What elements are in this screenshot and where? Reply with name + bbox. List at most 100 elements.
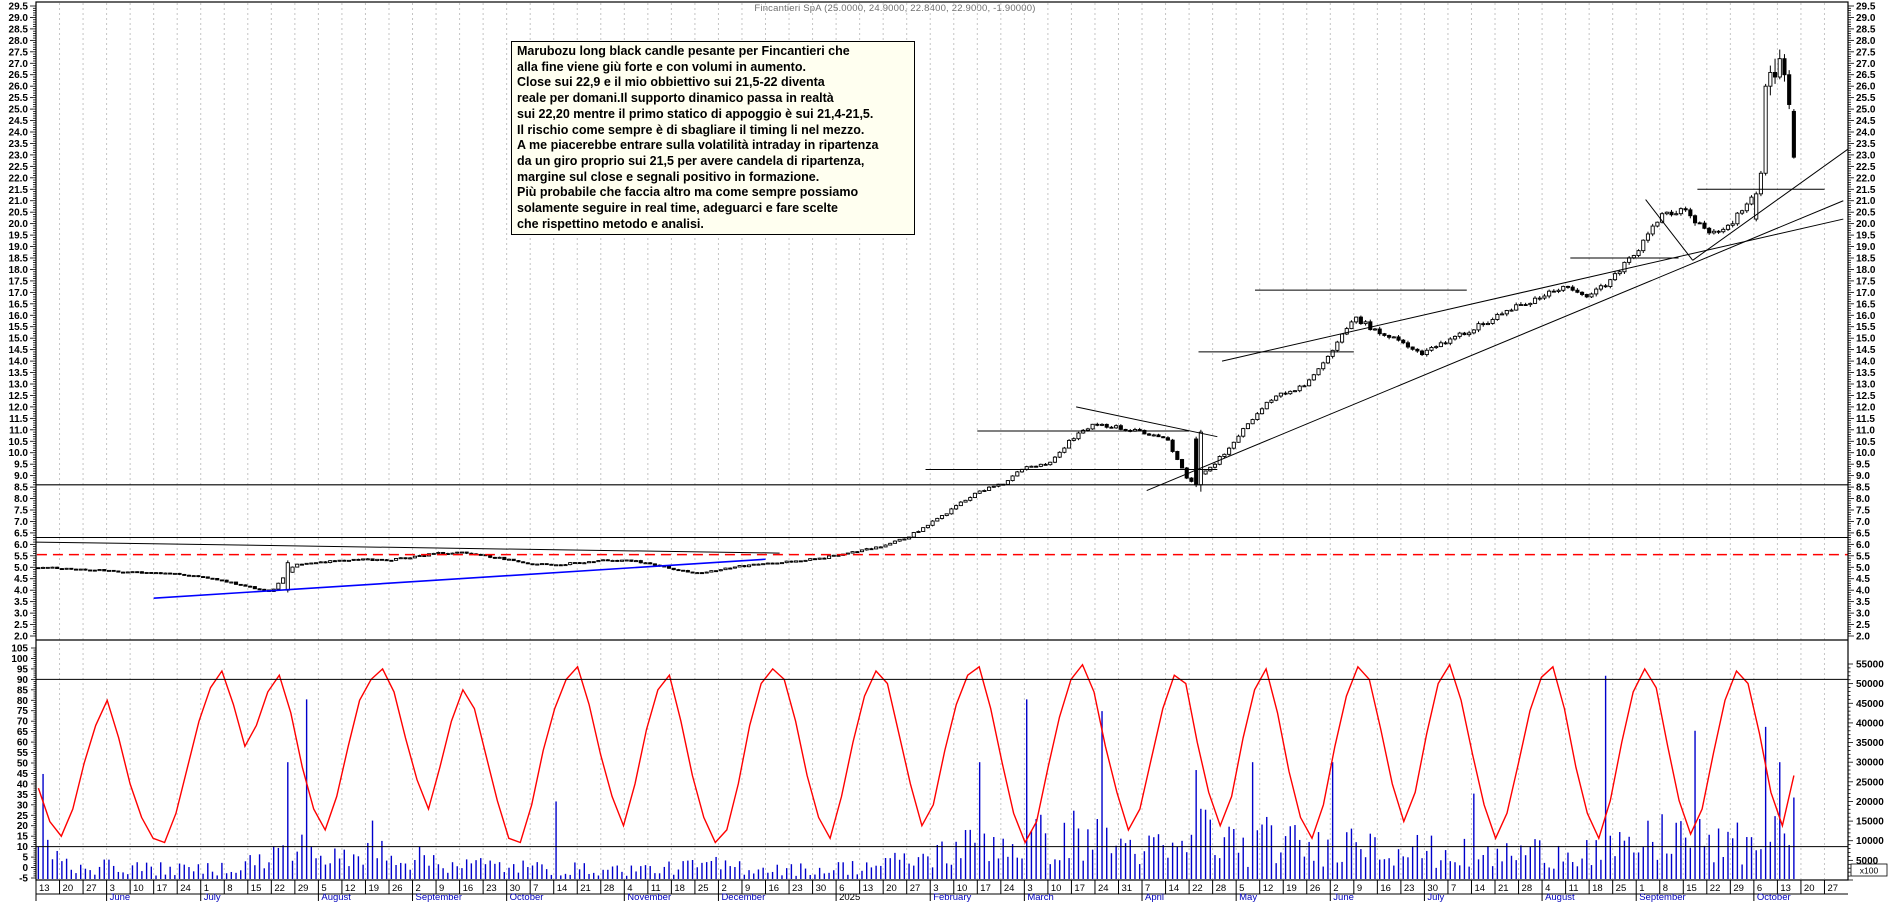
svg-text:30000: 30000: [1856, 758, 1884, 769]
svg-text:26.5: 26.5: [1856, 70, 1876, 81]
volume-series: [37, 675, 1795, 879]
svg-text:5.5: 5.5: [1856, 551, 1870, 562]
svg-text:9.5: 9.5: [1856, 460, 1870, 471]
svg-text:10.5: 10.5: [9, 437, 29, 448]
svg-text:20.5: 20.5: [9, 208, 29, 219]
svg-text:22.0: 22.0: [1856, 173, 1876, 184]
svg-text:27.5: 27.5: [1856, 47, 1876, 58]
svg-text:26.0: 26.0: [9, 82, 29, 93]
week-day-label: 28: [1216, 883, 1227, 894]
month-label: October: [510, 892, 544, 902]
week-day-label: 20: [1804, 883, 1815, 894]
week-day-label: 10: [1051, 883, 1062, 894]
svg-text:7.0: 7.0: [14, 517, 28, 528]
annotation-box: Marubozu long black candle pesante per F…: [511, 41, 915, 235]
week-day-label: 26: [1310, 883, 1321, 894]
svg-text:12.5: 12.5: [1856, 391, 1876, 402]
svg-text:21.0: 21.0: [1856, 196, 1876, 207]
svg-text:3.5: 3.5: [1856, 597, 1870, 608]
svg-text:5: 5: [22, 853, 28, 864]
week-day-label: 18: [674, 883, 685, 894]
svg-text:17.0: 17.0: [9, 288, 29, 299]
svg-text:2.0: 2.0: [14, 632, 28, 643]
svg-text:22.0: 22.0: [9, 173, 29, 184]
svg-text:2.0: 2.0: [1856, 632, 1870, 643]
svg-text:35: 35: [17, 790, 29, 801]
week-day-label: 6: [839, 883, 844, 894]
svg-text:11.5: 11.5: [9, 414, 28, 425]
svg-text:0: 0: [22, 863, 28, 874]
svg-text:9.5: 9.5: [14, 460, 28, 471]
price-axis-left: 2.02.53.03.54.04.55.05.56.06.57.07.58.08…: [9, 2, 36, 643]
week-day-label: 12: [1263, 883, 1274, 894]
week-day-label: 2: [416, 883, 421, 894]
week-day-label: 11: [651, 883, 661, 894]
svg-text:7.0: 7.0: [1856, 517, 1870, 528]
svg-text:18.5: 18.5: [1856, 254, 1876, 265]
svg-text:4.5: 4.5: [14, 574, 28, 585]
svg-text:29.0: 29.0: [9, 13, 29, 24]
week-day-label: 29: [298, 883, 309, 894]
week-day-label: 9: [439, 883, 444, 894]
week-day-label: 27: [1827, 883, 1838, 894]
svg-text:22.5: 22.5: [9, 162, 29, 173]
week-day-label: 17: [157, 883, 168, 894]
svg-text:11.5: 11.5: [1856, 414, 1875, 425]
svg-text:7.5: 7.5: [1856, 506, 1870, 517]
svg-text:12.0: 12.0: [1856, 402, 1876, 413]
svg-text:24.0: 24.0: [1856, 128, 1876, 139]
svg-text:10.5: 10.5: [1856, 437, 1876, 448]
svg-text:18.0: 18.0: [1856, 265, 1876, 276]
week-day-label: 10: [133, 883, 144, 894]
svg-text:16.0: 16.0: [9, 311, 29, 322]
svg-text:14.5: 14.5: [9, 345, 29, 356]
week-day-label: 17: [980, 883, 991, 894]
svg-text:24.0: 24.0: [9, 128, 29, 139]
svg-text:29.5: 29.5: [9, 2, 29, 13]
svg-text:50000: 50000: [1856, 679, 1884, 690]
week-day-label: 3: [110, 883, 115, 894]
svg-text:95: 95: [17, 664, 29, 675]
svg-text:6.0: 6.0: [1856, 540, 1870, 551]
svg-text:16.5: 16.5: [9, 299, 29, 310]
volume-multiplier: x100: [1850, 863, 1888, 877]
svg-text:3.0: 3.0: [14, 609, 28, 620]
svg-text:8.5: 8.5: [14, 483, 28, 494]
svg-text:27.0: 27.0: [1856, 59, 1876, 70]
plot-area[interactable]: [36, 2, 1848, 880]
week-day-label: 13: [39, 883, 50, 894]
week-day-label: 21: [580, 883, 591, 894]
svg-text:24.5: 24.5: [1856, 116, 1876, 127]
svg-text:21.0: 21.0: [9, 196, 29, 207]
svg-text:27.5: 27.5: [9, 47, 29, 58]
week-day-label: 25: [698, 883, 709, 894]
month-label: July: [204, 892, 221, 902]
week-day-label: 22: [1710, 883, 1721, 894]
svg-text:20.0: 20.0: [1856, 219, 1876, 230]
volume-axis: 5000 10000 15000 20000 25000 30000 35000 40000 4…: [1848, 660, 1884, 881]
svg-text:19.0: 19.0: [1856, 242, 1876, 253]
svg-text:25.0: 25.0: [1856, 105, 1876, 116]
svg-text:15: 15: [17, 832, 29, 843]
svg-text:13.0: 13.0: [9, 380, 29, 391]
svg-text:10000: 10000: [1856, 836, 1884, 847]
svg-text:25.5: 25.5: [9, 93, 29, 104]
svg-text:4.0: 4.0: [14, 586, 28, 597]
svg-text:2.5: 2.5: [1856, 620, 1870, 631]
svg-text:20.0: 20.0: [9, 219, 29, 230]
svg-text:13.5: 13.5: [9, 368, 29, 379]
svg-text:55000: 55000: [1856, 660, 1884, 671]
svg-text:23.0: 23.0: [1856, 150, 1876, 161]
svg-text:-5: -5: [19, 874, 28, 885]
svg-text:21.5: 21.5: [1856, 185, 1876, 196]
month-label: August: [1545, 892, 1575, 902]
week-day-label: 2: [1333, 883, 1338, 894]
svg-text:15.0: 15.0: [1856, 334, 1876, 345]
svg-text:25000: 25000: [1856, 777, 1884, 788]
week-day-label: 29: [1733, 883, 1744, 894]
svg-text:3.0: 3.0: [1856, 609, 1870, 620]
svg-text:29.5: 29.5: [1856, 2, 1876, 13]
month-label: April: [1145, 892, 1164, 902]
